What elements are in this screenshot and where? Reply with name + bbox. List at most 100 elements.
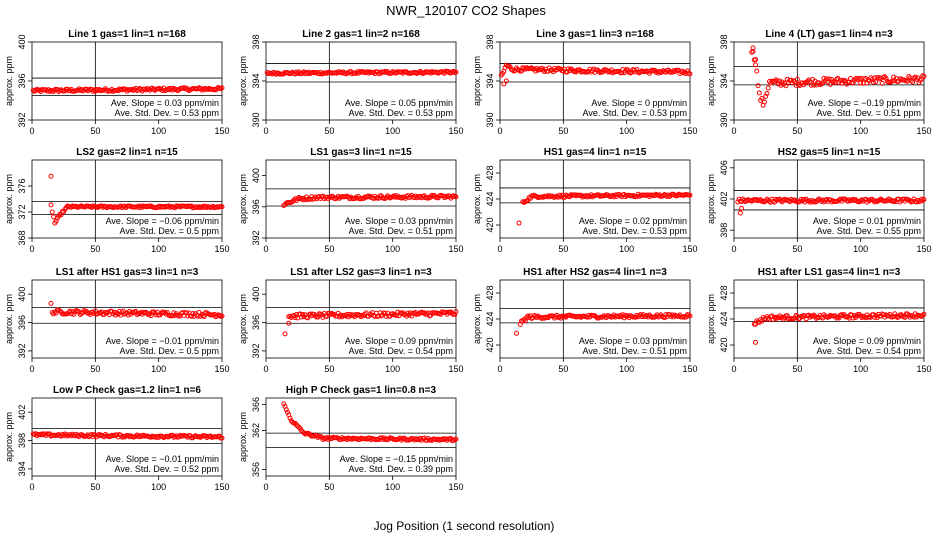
y-axis-label: approx. ppm (706, 294, 716, 344)
panel-title: LS1 after LS2 gas=3 lin=1 n=3 (290, 267, 432, 278)
data-point (503, 78, 509, 84)
annotation-line: Ave. Std. Dev. = 0.5 ppm (120, 226, 219, 236)
data-point (873, 79, 879, 85)
data-point (761, 99, 767, 105)
y-tick-label: 400 (251, 287, 261, 302)
x-tick-label: 50 (324, 364, 334, 374)
data-point (737, 210, 743, 216)
annotation-line: Ave. Std. Dev. = 0.53 ppm (583, 108, 687, 118)
data-point (777, 78, 783, 84)
data-point (617, 312, 623, 318)
panel-title: Line 2 gas=1 lin=2 n=168 (302, 29, 420, 40)
data-point (409, 313, 415, 319)
y-tick-label: 424 (485, 311, 495, 326)
data-point (90, 309, 96, 315)
x-tick-label: 100 (151, 364, 166, 374)
data-point (753, 339, 759, 345)
annotation-line: Ave. Std. Dev. = 0.5 ppm (120, 346, 219, 356)
data-point (849, 312, 855, 318)
data-points (751, 311, 927, 345)
data-point (887, 311, 893, 317)
data-point (81, 308, 87, 314)
x-tick-label: 150 (682, 244, 697, 254)
plot-frame (31, 159, 223, 239)
data-point (48, 300, 54, 306)
x-tick-label: 50 (558, 364, 568, 374)
x-tick-label: 150 (448, 126, 463, 136)
x-tick-label: 100 (151, 126, 166, 136)
x-tick-label: 0 (731, 364, 736, 374)
annotation-line: Ave. Slope = 0.03 ppm/min (111, 98, 219, 108)
panel-title: HS1 after HS2 gas=4 lin=1 n=3 (523, 267, 667, 278)
y-axis-label: approx. ppm (238, 174, 248, 224)
panel-title: HS1 gas=4 lin=1 n=15 (544, 147, 647, 158)
x-tick-label: 50 (792, 126, 802, 136)
x-tick-label: 50 (558, 126, 568, 136)
y-tick-label: 398 (251, 34, 261, 49)
data-points (281, 401, 459, 444)
annotation-line: Ave. Std. Dev. = 0.55 ppm (817, 226, 921, 236)
data-point (921, 73, 927, 79)
panel-title: LS1 after HS1 gas=3 lin=1 n=3 (56, 267, 199, 278)
data-points (281, 192, 459, 208)
data-point (171, 310, 177, 316)
data-point (921, 311, 927, 317)
figure-xlabel: Jog Position (1 second resolution) (374, 519, 555, 533)
y-tick-label: 392 (251, 230, 261, 245)
data-point (532, 68, 538, 74)
annotation-line: Ave. Slope = 0.03 ppm/min (345, 216, 453, 226)
x-tick-label: 50 (324, 244, 334, 254)
data-point (513, 330, 519, 336)
chart-panel-14: High P Check gas=1 lin=0.8 n=3 0 50 100 150 3… (238, 385, 464, 492)
data-point (48, 202, 54, 208)
x-tick-label: 100 (619, 244, 634, 254)
y-tick-label: 368 (17, 230, 27, 245)
chart-panel-5: LS2 gas=2 lin=1 n=15 0 50 100 150 368 372 376ap… (4, 147, 230, 254)
x-tick-label: 100 (385, 482, 400, 492)
data-point (219, 313, 225, 319)
y-tick-label: 428 (485, 165, 495, 180)
chart-panel-1: Line 1 gas=1 lin=1 n=168 0 50 100 150 392 396 4… (4, 29, 230, 136)
data-point (283, 407, 289, 413)
y-axis-label: approx. ppm (472, 174, 482, 224)
y-axis-label: approx. ppm (4, 412, 14, 462)
y-tick-label: 400 (17, 287, 27, 302)
data-point (281, 401, 287, 407)
annotation-line: Ave. Std. Dev. = 0.53 ppm (583, 226, 687, 236)
data-point (918, 196, 924, 202)
x-tick-label: 50 (90, 364, 100, 374)
chart-panel-12: HS1 after LS1 gas=4 lin=1 n=3 0 50 100 150 42… (706, 267, 932, 374)
x-tick-label: 0 (497, 364, 502, 374)
panel-title: HS2 gas=5 lin=1 n=15 (778, 147, 881, 158)
x-tick-label: 0 (263, 126, 268, 136)
panel-title: LS1 gas=3 lin=1 n=15 (310, 147, 412, 158)
y-tick-label: 366 (251, 397, 261, 412)
data-point (584, 194, 590, 200)
y-tick-label: 398 (719, 34, 729, 49)
annotation-line: Ave. Slope = 0.09 ppm/min (813, 336, 921, 346)
data-point (759, 95, 765, 101)
data-point (765, 85, 771, 91)
x-tick-label: 150 (214, 126, 229, 136)
chart-panel-11: HS1 after HS2 gas=4 lin=1 n=3 0 50 100 150 42… (472, 267, 698, 374)
data-point (382, 311, 388, 317)
y-axis-label: approx. ppm (238, 412, 248, 462)
y-tick-label: 400 (17, 34, 27, 49)
data-point (516, 220, 522, 226)
data-point (453, 194, 459, 200)
data-point (756, 319, 762, 325)
x-tick-label: 150 (916, 244, 931, 254)
panel-title: Line 3 gas=1 lin=3 n=168 (536, 29, 654, 40)
data-point (428, 312, 434, 318)
data-point (827, 81, 833, 87)
x-tick-label: 150 (214, 482, 229, 492)
panel-title: Line 1 gas=1 lin=1 n=168 (68, 29, 186, 40)
data-point (808, 82, 814, 88)
x-tick-label: 0 (29, 482, 34, 492)
data-point (49, 209, 55, 215)
y-axis-label: approx. ppm (472, 294, 482, 344)
y-tick-label: 362 (251, 423, 261, 438)
data-point (286, 320, 292, 326)
chart-panel-7: HS1 gas=4 lin=1 n=15 0 50 100 150 420 424 428ap… (472, 147, 698, 254)
data-point (753, 57, 759, 63)
